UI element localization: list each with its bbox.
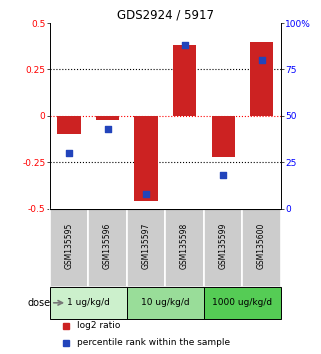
Bar (96, 116, 119, 120)
Bar (57, 116, 81, 135)
Point (66, 150, 72, 156)
Text: GSM135599: GSM135599 (219, 223, 228, 269)
Bar (50, 209, 88, 287)
Text: GSM135595: GSM135595 (65, 223, 74, 269)
Text: log2 ratio: log2 ratio (77, 321, 121, 330)
Point (143, 191, 149, 197)
Bar (173, 45, 196, 116)
Text: GSM135596: GSM135596 (103, 223, 112, 269)
Text: GSM135597: GSM135597 (142, 223, 151, 269)
Bar (88, 209, 127, 287)
Bar (250, 41, 273, 116)
Bar (134, 116, 158, 201)
Text: GSM135600: GSM135600 (257, 223, 266, 269)
Bar (212, 116, 235, 157)
Text: 1 ug/kg/d: 1 ug/kg/d (67, 298, 110, 307)
Bar (127, 209, 165, 287)
Point (105, 126, 110, 132)
Point (221, 172, 226, 178)
Title: GDS2924 / 5917: GDS2924 / 5917 (117, 9, 214, 22)
Bar (127, 287, 204, 319)
Bar (165, 209, 204, 287)
Text: percentile rank within the sample: percentile rank within the sample (77, 338, 230, 347)
Bar (204, 209, 242, 287)
Text: 10 ug/kg/d: 10 ug/kg/d (141, 298, 190, 307)
Text: 1000 ug/kg/d: 1000 ug/kg/d (212, 298, 273, 307)
Bar (242, 209, 281, 287)
Bar (50, 287, 127, 319)
Bar (204, 287, 281, 319)
Text: dose: dose (27, 298, 50, 308)
Text: GSM135598: GSM135598 (180, 223, 189, 269)
Point (182, 42, 187, 48)
Point (259, 57, 264, 63)
